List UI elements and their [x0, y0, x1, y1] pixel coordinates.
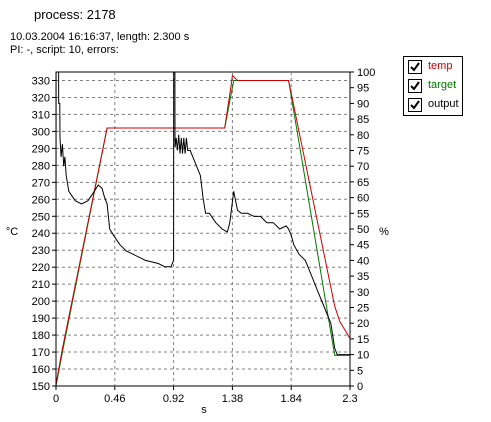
y-tick-label: 210	[32, 279, 50, 291]
y-tick-label: 320	[32, 92, 50, 104]
legend-label-temp: temp	[428, 60, 453, 72]
checkmark-icon	[410, 62, 420, 72]
legend: temp target output	[403, 56, 463, 116]
legend-label-target: target	[428, 79, 457, 91]
series-line-output	[56, 72, 350, 386]
y2-tick-label: 0	[357, 381, 363, 393]
series-line-temp	[56, 74, 350, 385]
y-tick-label: 170	[32, 347, 50, 359]
x-axis-label: s	[201, 404, 207, 416]
x-tick-label: 1.38	[222, 393, 243, 405]
y2-tick-label: 35	[357, 271, 369, 283]
y2-tick-label: 25	[357, 303, 369, 315]
y2-tick-label: 40	[357, 255, 369, 267]
y-tick-label: 150	[32, 381, 50, 393]
x-tick-label: 0.46	[104, 393, 125, 405]
checkmark-icon	[410, 81, 420, 91]
target-checkbox[interactable]	[408, 79, 422, 93]
process-title: process: 2178	[34, 7, 116, 22]
y2-tick-label: 65	[357, 177, 369, 189]
y2-tick-label: 100	[357, 67, 375, 79]
y-tick-label: 190	[32, 313, 50, 325]
y-tick-label: 230	[32, 245, 50, 257]
y-tick-label: 240	[32, 228, 50, 240]
y-tick-label: 180	[32, 330, 50, 342]
y-tick-label: 260	[32, 194, 50, 206]
y2-tick-label: 60	[357, 193, 369, 205]
y-tick-label: 200	[32, 296, 50, 308]
y2-tick-label: 95	[357, 83, 369, 95]
temp-checkbox[interactable]	[408, 60, 422, 74]
y2-tick-label: 80	[357, 130, 369, 142]
x-tick-label: 0	[53, 393, 59, 405]
y2-tick-label: 70	[357, 161, 369, 173]
y2-tick-label: 5	[357, 365, 363, 377]
y2-tick-label: 75	[357, 146, 369, 158]
x-tick-label: 1.84	[280, 393, 301, 405]
y2-tick-label: 45	[357, 240, 369, 252]
x-tick-label: 2.3	[342, 393, 357, 405]
y2-tick-label: 20	[357, 318, 369, 330]
process-status-line: PI: -, script: 10, errors:	[10, 44, 119, 56]
y-tick-label: 330	[32, 75, 50, 87]
y-tick-label: 250	[32, 211, 50, 223]
y2-tick-label: 30	[357, 287, 369, 299]
y2-tick-label: 90	[357, 98, 369, 110]
legend-label-output: output	[428, 98, 459, 110]
process-info-line: 10.03.2004 16:16:37, length: 2.300 s	[10, 31, 190, 43]
checkmark-icon	[410, 100, 420, 110]
y-axis-label: °C	[6, 226, 18, 238]
plot-area	[55, 71, 351, 387]
y-tick-label: 290	[32, 143, 50, 155]
y2-axis-label: %	[379, 226, 389, 238]
y2-tick-label: 85	[357, 114, 369, 126]
y-tick-label: 300	[32, 126, 50, 138]
y-tick-label: 310	[32, 109, 50, 121]
y2-tick-label: 55	[357, 208, 369, 220]
y-tick-label: 160	[32, 364, 50, 376]
y-tick-label: 220	[32, 262, 50, 274]
output-checkbox[interactable]	[408, 98, 422, 112]
y2-tick-label: 50	[357, 224, 369, 236]
x-tick-label: 0.92	[163, 393, 184, 405]
y2-tick-label: 10	[357, 350, 369, 362]
y-tick-label: 270	[32, 177, 50, 189]
y-tick-label: 280	[32, 160, 50, 172]
y2-tick-label: 15	[357, 334, 369, 346]
